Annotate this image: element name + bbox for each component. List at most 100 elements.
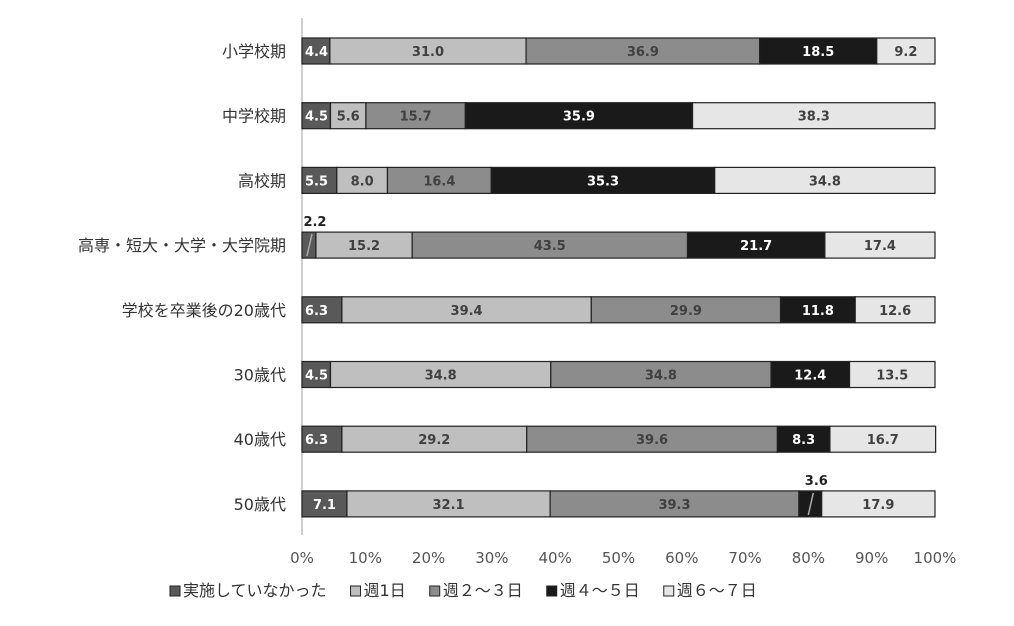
- category-label: 40歳代: [234, 430, 286, 449]
- data-label: 5.6: [337, 110, 360, 125]
- legend-swatch: [546, 585, 558, 597]
- x-tick-label: 50%: [602, 549, 635, 567]
- category-label: 50歳代: [234, 495, 286, 514]
- data-label: 4.5: [305, 369, 328, 384]
- bars-layer: [301, 37, 937, 518]
- legend-label: 週６～７日: [677, 581, 757, 600]
- labels-layer: 4.4 31.0 36.9 18.5 9.2 4.5 5.6 15.7 35.9 38.3 5.5 8…: [303, 45, 917, 516]
- bar-segment: [490, 166, 716, 194]
- data-label: 36.9: [627, 45, 659, 60]
- bar-segment: [464, 102, 694, 130]
- data-label: 15.2: [348, 239, 380, 254]
- legend: 実施していなかった 週1日 週２～３日 週４～５日 週６～７日: [169, 581, 757, 600]
- data-label: 29.9: [670, 304, 702, 319]
- data-label: 17.9: [862, 498, 894, 513]
- bar-segment: [848, 360, 936, 389]
- data-label: 9.2: [894, 45, 917, 60]
- legend-swatch: [169, 585, 181, 597]
- legend-swatch: [429, 585, 441, 597]
- bar-segment: [550, 360, 772, 389]
- data-label: 7.1: [313, 498, 336, 513]
- data-label: 15.7: [400, 110, 432, 125]
- data-label: 13.5: [876, 369, 908, 384]
- x-tick-label: 10%: [349, 549, 382, 567]
- category-label: 小学校期: [222, 42, 286, 61]
- data-label: 34.8: [645, 369, 677, 384]
- leader-line: [807, 492, 815, 516]
- bar-segment: [329, 360, 552, 389]
- bar-segment: [686, 231, 826, 259]
- category-label: 高校期: [238, 171, 286, 190]
- x-tick-label: 0%: [290, 549, 314, 567]
- data-label: 39.3: [658, 498, 690, 513]
- data-label: 35.9: [563, 110, 595, 125]
- data-label: 12.6: [879, 304, 911, 319]
- data-label: 18.5: [802, 45, 834, 60]
- bar-segment: [854, 296, 936, 324]
- data-label: 12.4: [794, 369, 826, 384]
- category-label: 学校を卒業後の20歳代: [122, 301, 286, 320]
- x-tick-label: 20%: [412, 549, 445, 567]
- legend-swatch: [350, 585, 362, 597]
- bar-segment: [341, 296, 592, 324]
- data-label: 21.7: [740, 239, 772, 254]
- bar-segment: [301, 296, 343, 324]
- bar-segment: [526, 425, 778, 453]
- legend-label: 週1日: [364, 581, 406, 600]
- data-label: 4.4: [305, 45, 328, 60]
- data-label: 3.6: [805, 474, 828, 489]
- x-tick-label: 30%: [475, 549, 508, 567]
- data-label: 34.8: [425, 369, 457, 384]
- bar-segment: [336, 166, 389, 194]
- data-label: 31.0: [412, 45, 444, 60]
- data-label: 39.4: [451, 304, 483, 319]
- legend-label: 実施していなかった: [183, 581, 327, 600]
- data-label: 29.2: [418, 433, 450, 448]
- data-label: 39.6: [636, 433, 668, 448]
- bar-segment: [770, 360, 851, 389]
- data-label: 35.3: [587, 174, 619, 189]
- bar-segment: [876, 37, 936, 65]
- data-label: 2.2: [303, 215, 326, 230]
- bar-segment: [365, 102, 466, 130]
- data-label: 38.3: [798, 110, 830, 125]
- category-label: 中学校期: [222, 107, 286, 126]
- bar-segment: [821, 490, 936, 518]
- data-label: 43.5: [534, 239, 566, 254]
- legend-label: 週２～３日: [443, 581, 523, 600]
- x-tick-label: 40%: [539, 549, 572, 567]
- x-tick-label: 70%: [728, 549, 761, 567]
- bar-segment: [590, 296, 782, 324]
- bar-segment: [315, 231, 413, 259]
- bar-segment: [386, 166, 492, 194]
- bar-segment: [301, 37, 331, 65]
- x-tick-label: 100%: [914, 549, 957, 567]
- data-label: 5.5: [305, 174, 328, 189]
- category-label: 高専・短大・大学・大学院期: [78, 236, 286, 255]
- data-label: 4.5: [305, 110, 328, 125]
- bar-segment: [691, 102, 936, 130]
- leader-line: [306, 233, 313, 257]
- data-label: 34.8: [809, 174, 841, 189]
- x-tick-label: 90%: [855, 549, 888, 567]
- bar-segment: [824, 231, 936, 259]
- data-label: 16.7: [867, 433, 899, 448]
- bar-segment: [829, 425, 937, 453]
- data-label: 17.4: [864, 239, 896, 254]
- bar-segment: [301, 166, 338, 194]
- data-label: 6.3: [305, 304, 328, 319]
- category-label: 30歳代: [234, 366, 286, 385]
- x-tick-label: 80%: [792, 549, 825, 567]
- data-label: 8.0: [351, 174, 374, 189]
- data-label: 8.3: [792, 433, 815, 448]
- legend-swatch: [663, 585, 675, 597]
- data-label: 6.3: [305, 433, 328, 448]
- data-label: 16.4: [423, 174, 455, 189]
- bar-segment: [714, 166, 936, 194]
- data-label: 32.1: [433, 498, 465, 513]
- bar-segment: [759, 37, 878, 65]
- bar-segment: [329, 37, 527, 65]
- bar-segment: [301, 425, 343, 453]
